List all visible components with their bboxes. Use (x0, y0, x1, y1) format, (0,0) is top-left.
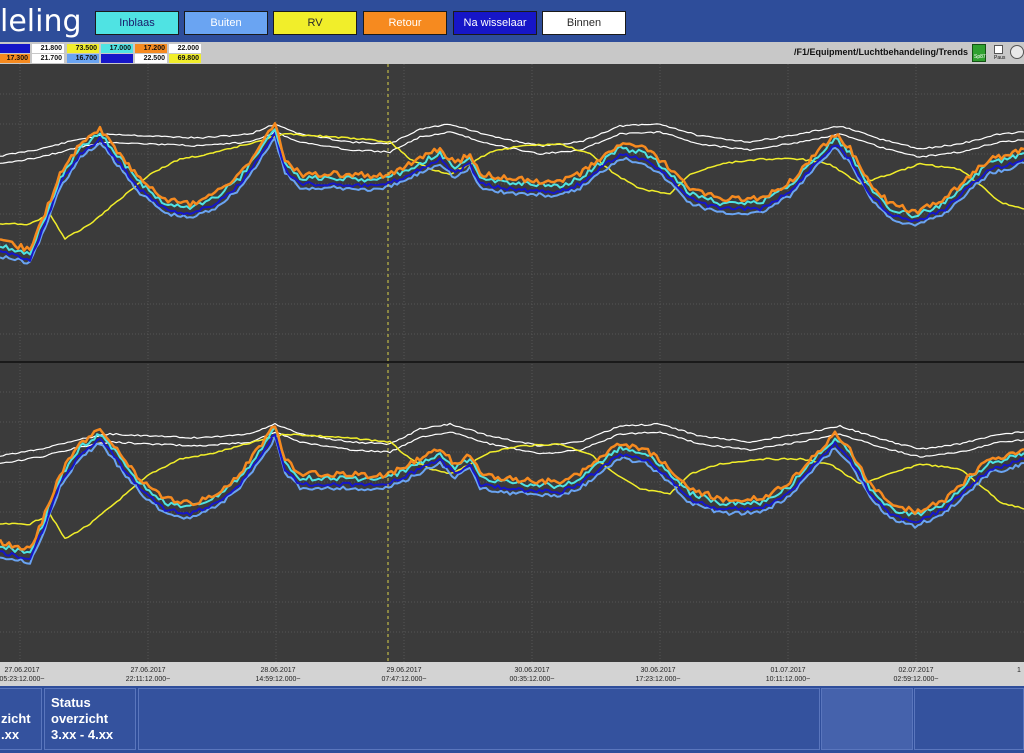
trend-chart[interactable] (0, 64, 1024, 662)
header-bar: leling Inblaas Buiten RV Retour Na wisse… (0, 0, 1024, 42)
value-cell: 21.700 (32, 54, 64, 63)
value-cell: 17.000 (101, 44, 133, 53)
app-title: leling (0, 4, 82, 39)
series-buiten-line-top (0, 137, 1024, 265)
legend-buiten-button[interactable]: Buiten (184, 11, 268, 35)
legend-retour-button[interactable]: Retour (363, 11, 447, 35)
time-axis: 27.06.2017 05:23:12.000~ 27.06.2017 22:11:… (0, 662, 1024, 686)
series-binnen-line-top (0, 131, 1024, 164)
legend-na-wisselaar-button[interactable]: Na wisselaar (453, 11, 537, 35)
current-values-bar: 21.800 73.500 17.000 17.200 22.000 17.30… (0, 42, 1024, 64)
run-toggle[interactable] (972, 44, 986, 62)
time-tick-label: 30.06.2017 00:35:12.000~ (509, 667, 555, 683)
series-na-wisselaar-line-top (0, 131, 1024, 262)
series-layer (0, 122, 1024, 565)
legend-rv-button[interactable]: RV (273, 11, 357, 35)
series-buiten-line-bottom (0, 435, 1024, 565)
grid-layer (0, 64, 1024, 662)
series-rv-line-bottom (0, 433, 1024, 540)
value-cell: 16.700 (67, 54, 99, 63)
time-tick-label: 27.06.2017 22:11:12.000~ (125, 667, 171, 683)
value-cell: 22.500 (135, 54, 167, 63)
time-tick-label: 01.07.2017 10:11:12.000~ (765, 667, 811, 683)
value-cell (0, 44, 30, 53)
series-binnen-line-bottom (0, 422, 1024, 457)
nav-button-status-overzicht[interactable]: Status overzicht 3.xx - 4.xx (44, 688, 136, 750)
series-inblaas-line-top (0, 128, 1024, 256)
footer-nav: zicht .xx Status overzicht 3.xx - 4.xx (0, 686, 1024, 753)
nav-button-overzicht[interactable]: zicht .xx (0, 688, 42, 750)
series-retour-line-bottom (0, 425, 1024, 551)
value-cell: 69.800 (169, 54, 201, 63)
nav-button-label: Status (51, 695, 91, 710)
trend-chart-svg (0, 64, 1024, 662)
settings-dial-icon[interactable] (1010, 45, 1024, 59)
series-retour-line-top (0, 122, 1024, 252)
nav-button-empty[interactable] (914, 688, 1024, 750)
series-rv-line-top (0, 132, 1024, 240)
nav-button-label: 3.xx - 4.xx (51, 727, 114, 742)
time-tick-label: 27.06.2017 05:23:12.000~ (0, 667, 45, 683)
series-binnen-line-top (0, 123, 1024, 157)
time-tick-label: 1 (1017, 667, 1021, 674)
value-cell (101, 54, 133, 63)
time-tick-label: 02.07.2017 02:59:12.000~ (893, 667, 939, 683)
nav-button-label: .xx (1, 727, 20, 742)
pause-label: Paus (994, 55, 1006, 61)
time-tick-label: 29.06.2017 07:47:12.000~ (381, 667, 427, 683)
nav-button-empty[interactable] (821, 688, 913, 750)
value-cell: 17.300 (0, 54, 30, 63)
value-cell: 21.800 (32, 44, 64, 53)
breadcrumb: /F1/Equipment/Luchtbehandeling/Trends (793, 47, 968, 57)
legend-inblaas-button[interactable]: Inblaas (95, 11, 179, 35)
legend-binnen-button[interactable]: Binnen (542, 11, 626, 35)
nav-button-empty[interactable] (138, 688, 820, 750)
nav-button-label: zicht (1, 711, 31, 726)
value-cell: 73.500 (67, 44, 99, 53)
series-inblaas-line-bottom (0, 426, 1024, 554)
run-label: Sp87 (974, 54, 986, 60)
value-cell: 22.000 (169, 44, 201, 53)
pause-checkbox[interactable] (994, 45, 1003, 54)
nav-button-label: overzicht (51, 711, 109, 726)
series-na-wisselaar-line-bottom (0, 433, 1024, 561)
value-cell: 17.200 (135, 44, 167, 53)
time-tick-label: 28.06.2017 14:59:12.000~ (255, 667, 301, 683)
time-tick-label: 30.06.2017 17:23:12.000~ (635, 667, 681, 683)
